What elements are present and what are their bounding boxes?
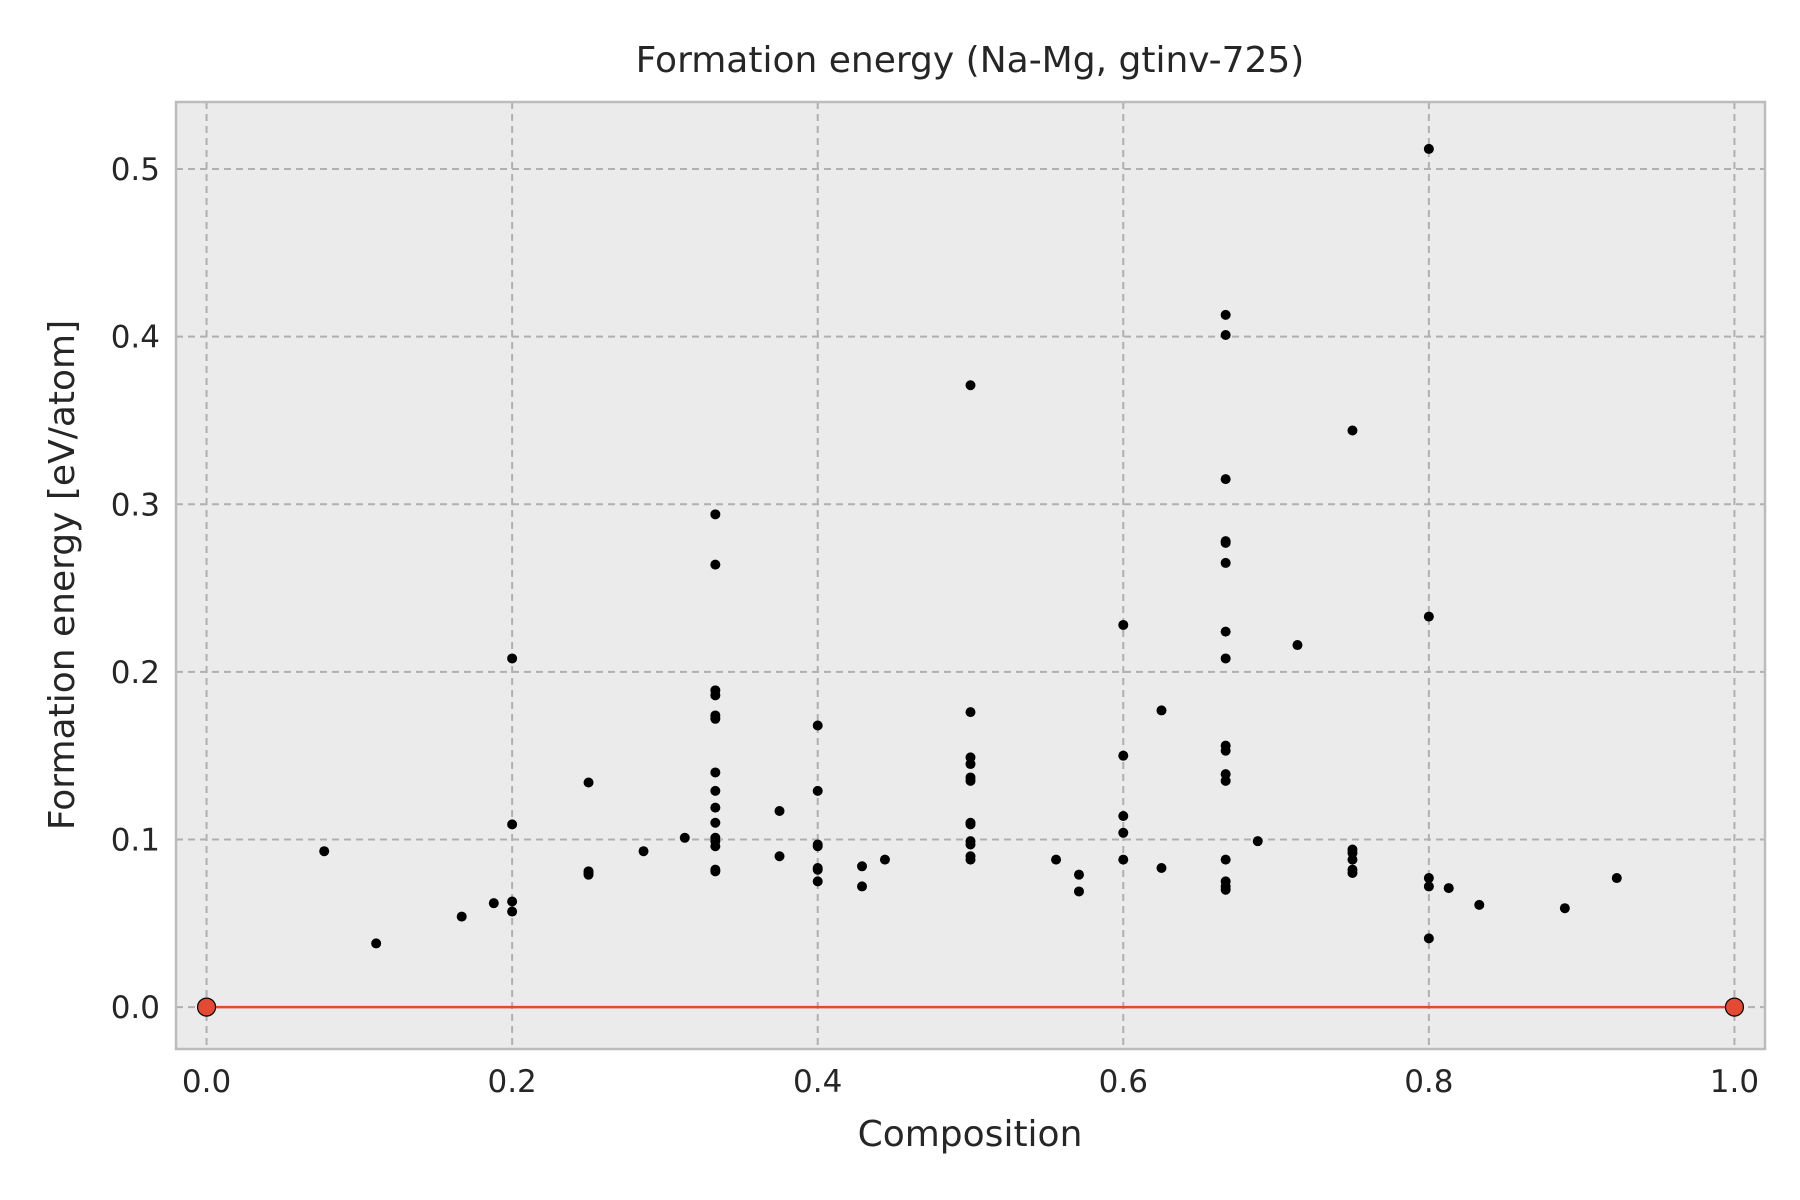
data-point xyxy=(507,653,518,664)
data-point xyxy=(1156,862,1167,873)
hull-markers xyxy=(196,997,1745,1017)
data-point xyxy=(583,869,594,880)
data-point xyxy=(456,911,467,922)
data-point xyxy=(965,839,976,850)
data-point xyxy=(507,896,518,907)
data-point xyxy=(583,777,594,788)
data-point xyxy=(488,898,499,909)
data-point xyxy=(1220,745,1231,756)
data-point xyxy=(710,866,721,877)
x-tick-label: 0.6 xyxy=(1099,1064,1148,1100)
x-tick-label: 0.4 xyxy=(793,1064,842,1100)
data-point xyxy=(812,720,823,731)
data-point xyxy=(965,707,976,718)
data-point xyxy=(507,819,518,830)
y-axis-label: Formation energy [eV/atom] xyxy=(42,320,83,830)
data-point xyxy=(965,380,976,391)
data-point xyxy=(1347,854,1358,865)
y-tick-label: 0.2 xyxy=(111,655,160,691)
data-point xyxy=(1559,903,1570,914)
data-point xyxy=(1118,811,1129,822)
data-point xyxy=(679,832,690,843)
data-point xyxy=(710,713,721,724)
data-point xyxy=(371,938,382,949)
plot-frame xyxy=(174,100,1767,1051)
data-point xyxy=(710,559,721,570)
data-point xyxy=(1443,883,1454,894)
x-tick-label: 0.8 xyxy=(1404,1064,1453,1100)
data-point xyxy=(965,775,976,786)
x-tick-label: 0.2 xyxy=(487,1064,536,1100)
data-point xyxy=(638,846,649,857)
data-point xyxy=(710,767,721,778)
hull-point xyxy=(196,997,217,1017)
data-point xyxy=(857,881,868,892)
data-point xyxy=(857,861,868,872)
hull-point xyxy=(1724,997,1745,1017)
data-point xyxy=(710,509,721,520)
data-point xyxy=(710,841,721,852)
data-point xyxy=(965,759,976,770)
data-point xyxy=(1474,899,1485,910)
data-point xyxy=(774,805,785,816)
data-point xyxy=(879,854,890,865)
data-point xyxy=(1118,750,1129,761)
y-tick-label: 0.1 xyxy=(111,822,160,858)
data-point xyxy=(1423,933,1434,944)
x-axis-ticks: 0.0 0.2 0.4 0.6 0.8 1.0 xyxy=(182,1064,1759,1100)
data-point xyxy=(1220,626,1231,637)
data-point xyxy=(812,785,823,796)
data-point xyxy=(1423,881,1434,892)
data-point xyxy=(710,817,721,828)
data-point xyxy=(1220,537,1231,548)
data-point xyxy=(1347,425,1358,436)
data-point xyxy=(1156,705,1167,716)
data-point xyxy=(812,876,823,887)
data-points xyxy=(319,143,1622,949)
y-tick-label: 0.4 xyxy=(111,320,160,356)
data-point xyxy=(812,864,823,875)
data-point xyxy=(1220,309,1231,320)
data-point xyxy=(319,846,330,857)
data-point xyxy=(1073,886,1084,897)
data-point xyxy=(1051,854,1062,865)
data-point xyxy=(1423,611,1434,622)
x-tick-label: 0.0 xyxy=(182,1064,231,1100)
data-point xyxy=(710,690,721,701)
data-point xyxy=(1073,869,1084,880)
data-point xyxy=(1252,836,1263,847)
data-point xyxy=(1423,873,1434,884)
data-point xyxy=(965,819,976,830)
data-point xyxy=(1611,873,1622,884)
data-point xyxy=(1220,653,1231,664)
data-point xyxy=(1220,474,1231,485)
data-point xyxy=(1423,143,1434,154)
data-point xyxy=(507,906,518,917)
x-axis-label: Composition xyxy=(858,1114,1083,1155)
data-point xyxy=(965,854,976,865)
y-tick-label: 0.5 xyxy=(111,152,160,188)
y-axis-ticks: 0.0 0.1 0.2 0.3 0.4 0.5 xyxy=(111,152,160,1026)
plot-background xyxy=(176,102,1765,1049)
y-tick-label: 0.0 xyxy=(111,990,160,1026)
data-point xyxy=(1292,640,1303,651)
y-tick-label: 0.3 xyxy=(111,487,160,523)
data-point xyxy=(710,785,721,796)
data-point xyxy=(1118,619,1129,630)
data-point xyxy=(774,851,785,862)
data-point xyxy=(1347,868,1358,879)
data-point xyxy=(1220,884,1231,895)
data-point xyxy=(1118,827,1129,838)
chart-title: Formation energy (Na-Mg, gtinv-725) xyxy=(636,40,1305,81)
x-tick-label: 1.0 xyxy=(1710,1064,1759,1100)
data-point xyxy=(1220,854,1231,865)
data-point xyxy=(812,841,823,852)
data-point xyxy=(1220,329,1231,340)
data-point xyxy=(1220,775,1231,786)
data-point xyxy=(1220,557,1231,568)
data-point xyxy=(710,802,721,813)
data-point xyxy=(1118,854,1129,865)
